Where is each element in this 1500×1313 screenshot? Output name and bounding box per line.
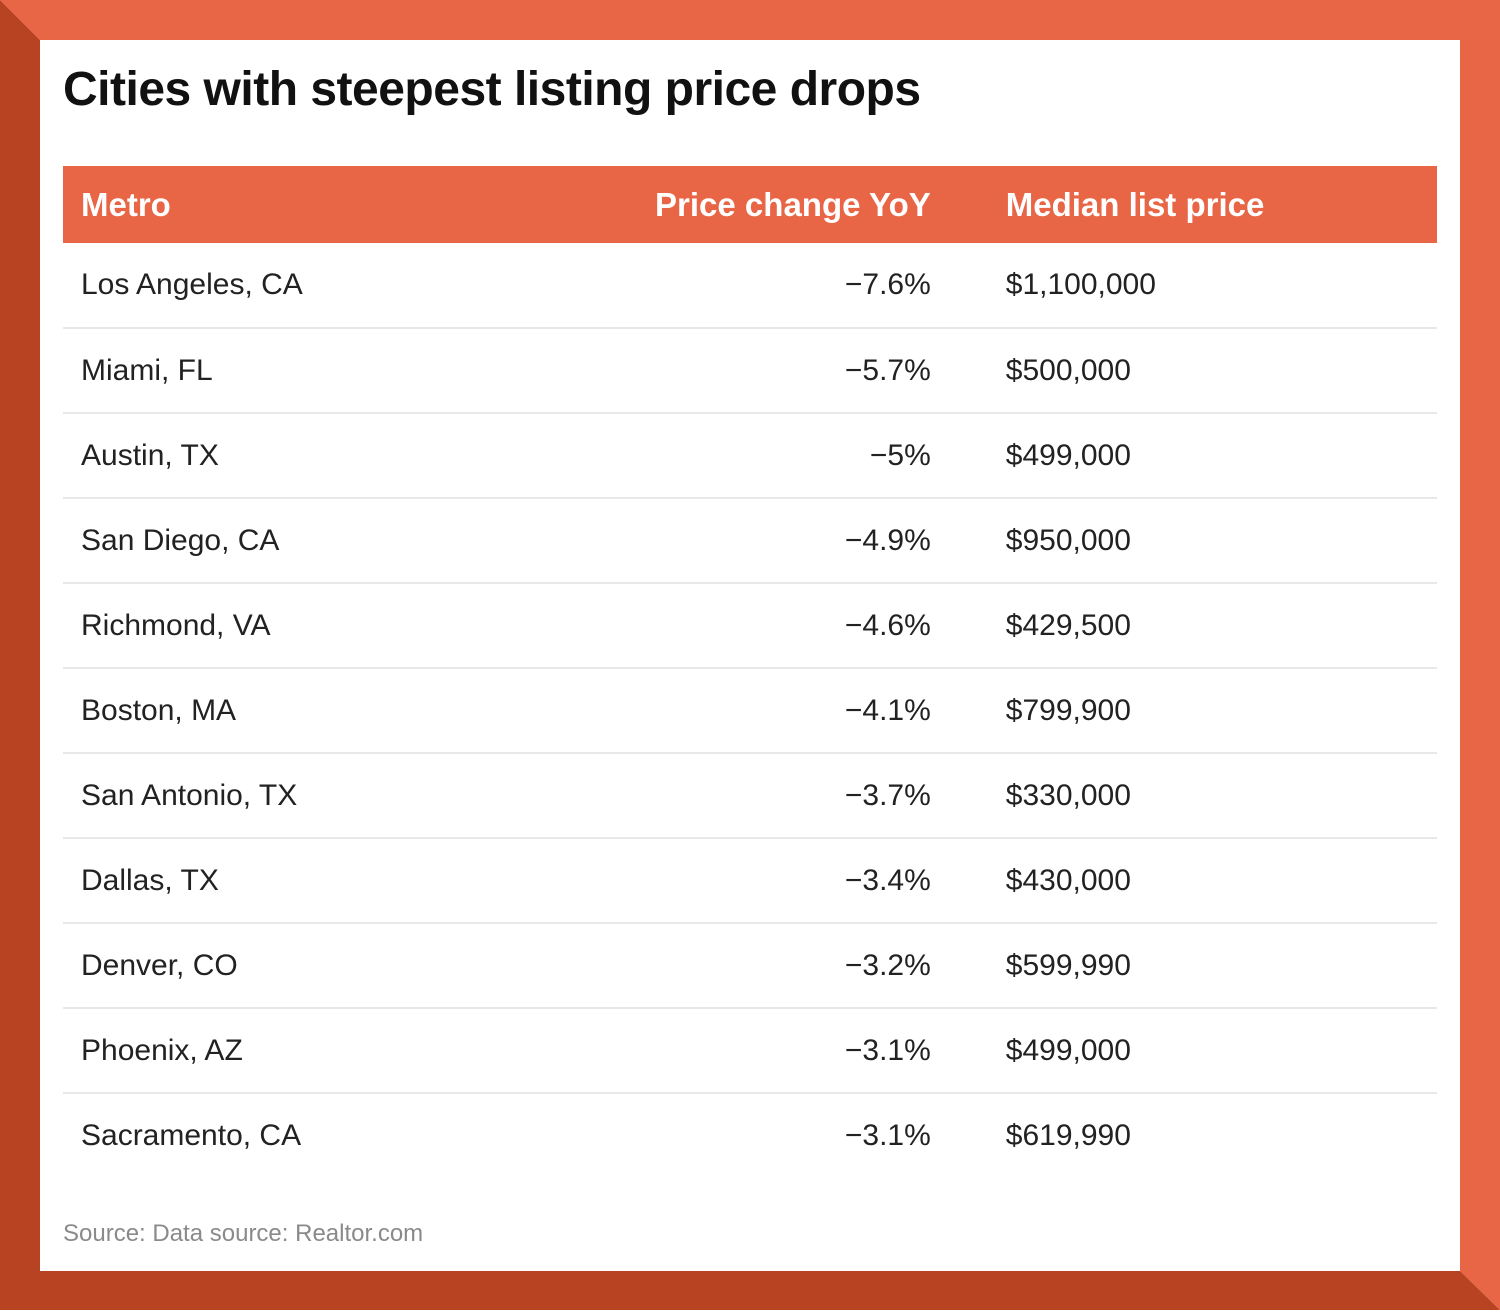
table-row: Los Angeles, CA −7.6% $1,100,000 <box>63 243 1437 328</box>
source-note: Source: Data source: Realtor.com <box>63 1220 424 1247</box>
median-price-cell: $330,000 <box>1005 778 1131 812</box>
median-price-cell: $799,900 <box>1005 693 1131 727</box>
price-change-cell: −5.7% <box>844 353 931 387</box>
metro-cell: Dallas, TX <box>81 863 219 897</box>
median-price-cell: $500,000 <box>1005 353 1131 387</box>
price-change-cell: −3.2% <box>844 948 931 982</box>
table-row: Denver, CO −3.2% $599,990 <box>63 923 1437 1008</box>
price-change-cell: −4.1% <box>844 693 931 727</box>
table-row: Richmond, VA −4.6% $429,500 <box>63 583 1437 668</box>
metro-cell: Sacramento, CA <box>81 1119 302 1152</box>
median-price-cell: $599,990 <box>1005 948 1131 982</box>
metro-cell: San Antonio, TX <box>81 778 298 812</box>
price-change-cell: −3.7% <box>844 778 931 812</box>
metro-cell: Austin, TX <box>81 438 219 472</box>
median-price-cell: $499,000 <box>1005 1033 1131 1067</box>
median-price-cell: $499,000 <box>1005 438 1131 472</box>
table-row: San Antonio, TX −3.7% $330,000 <box>63 753 1437 838</box>
metro-cell: Denver, CO <box>81 948 238 982</box>
table-card: Cities with steepest listing price drops… <box>40 40 1460 1271</box>
median-price-cell: $619,990 <box>1005 1119 1131 1152</box>
table-row: Miami, FL −5.7% $500,000 <box>63 328 1437 413</box>
table-header-row: Metro Price change YoY Median list price <box>63 166 1437 243</box>
table-row: Austin, TX −5% $499,000 <box>63 413 1437 498</box>
price-change-cell: −3.1% <box>844 1119 931 1152</box>
metro-cell: Richmond, VA <box>81 608 271 642</box>
metro-cell: Los Angeles, CA <box>81 268 303 301</box>
page-title: Cities with steepest listing price drops <box>63 63 921 116</box>
header-median-price: Median list price <box>1005 185 1265 223</box>
price-change-cell: −5% <box>869 438 931 472</box>
table-row: Boston, MA −4.1% $799,900 <box>63 668 1437 753</box>
price-change-cell: −3.4% <box>844 863 931 897</box>
metro-cell: San Diego, CA <box>81 523 280 557</box>
price-change-cell: −3.1% <box>844 1033 931 1067</box>
table-row: San Diego, CA −4.9% $950,000 <box>63 498 1437 583</box>
median-price-cell: $430,000 <box>1005 863 1131 897</box>
table-row: Dallas, TX −3.4% $430,000 <box>63 838 1437 923</box>
table-row: Sacramento, CA −3.1% $619,990 <box>63 1093 1437 1178</box>
metro-cell: Phoenix, AZ <box>81 1033 243 1067</box>
header-metro: Metro <box>81 185 171 223</box>
header-price-change: Price change YoY <box>655 185 931 223</box>
table-row: Phoenix, AZ −3.1% $499,000 <box>63 1008 1437 1093</box>
price-change-cell: −4.6% <box>844 608 931 642</box>
metro-cell: Boston, MA <box>81 693 237 727</box>
price-change-cell: −7.6% <box>844 268 931 301</box>
median-price-cell: $950,000 <box>1005 523 1131 557</box>
metro-cell: Miami, FL <box>81 353 213 387</box>
median-price-cell: $1,100,000 <box>1005 268 1156 301</box>
median-price-cell: $429,500 <box>1005 608 1131 642</box>
price-drops-table: Metro Price change YoY Median list price… <box>63 166 1437 1178</box>
price-change-cell: −4.9% <box>844 523 931 557</box>
